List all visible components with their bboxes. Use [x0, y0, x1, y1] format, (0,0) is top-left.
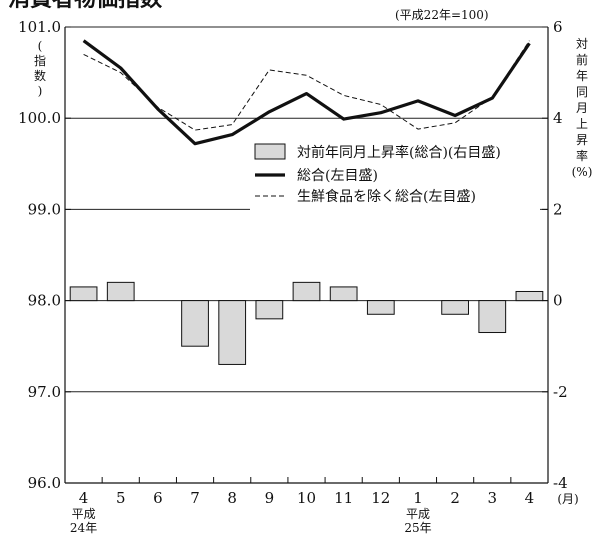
- left-tick-label: 98.0: [28, 292, 61, 310]
- bar: [478, 300, 507, 334]
- right-tick-label: -2: [553, 383, 568, 401]
- right-axis-title: 月: [576, 101, 588, 115]
- right-axis-title: 率: [576, 148, 588, 163]
- line-core-core: [83, 40, 530, 131]
- right-axis-title: 上: [576, 117, 588, 131]
- x-tick-label: 7: [190, 489, 200, 507]
- legend-label: 対前年同月上昇率(総合)(右目盛): [297, 144, 501, 161]
- x-tick-label: 1: [413, 489, 423, 507]
- legend-label: 総合(左目盛): [297, 168, 378, 184]
- bar: [441, 300, 469, 315]
- right-axis: -4 -2 0 2 4 6: [542, 18, 568, 492]
- left-tick-label: 96.0: [28, 474, 61, 492]
- right-axis-title: 同: [576, 85, 588, 99]
- axis-labels: (指数) 対前年同月上昇率 (%): [34, 37, 592, 179]
- x-tick-label: 8: [227, 489, 237, 507]
- left-tick-label: 101.0: [18, 18, 61, 36]
- left-axis: 96.0 97.0 98.0 99.0 100.0 101.0: [18, 18, 71, 492]
- left-axis-title: ): [38, 84, 43, 98]
- x-tick-label: 9: [265, 489, 275, 507]
- x-tick-label: 6: [153, 489, 163, 507]
- era-label: 平成: [72, 507, 96, 521]
- right-tick-label: 6: [553, 18, 563, 36]
- x-tick-label: 2: [450, 489, 460, 507]
- right-axis-title: 前: [576, 52, 588, 67]
- x-tick-label: 4: [79, 489, 89, 507]
- bar: [181, 300, 209, 347]
- x-tick-label: 10: [297, 489, 316, 507]
- left-axis-title: 指: [34, 53, 46, 68]
- bar: [515, 290, 544, 302]
- x-unit-label: (月): [557, 492, 578, 506]
- left-tick-label: 97.0: [28, 383, 61, 401]
- chart-title: 消費者物価指数: [8, 0, 163, 12]
- bar: [366, 300, 395, 315]
- right-tick-label: 0: [553, 292, 563, 310]
- right-tick-label: 2: [553, 200, 563, 218]
- era-label: 平成: [406, 507, 430, 521]
- legend-background: [250, 140, 540, 210]
- right-tick-label: 4: [553, 109, 563, 127]
- legend: 対前年同月上昇率(総合)(右目盛) 総合(左目盛) 生鮮食品を除く総合(左目盛): [250, 140, 540, 210]
- bar: [218, 300, 247, 365]
- line-series: [82, 39, 531, 146]
- right-axis-title: 対: [576, 37, 588, 51]
- line-overall: [82, 39, 531, 146]
- right-axis-title: 年: [576, 69, 588, 83]
- left-tick-label: 99.0: [28, 200, 61, 218]
- x-tick-label: 11: [334, 489, 353, 507]
- bar: [106, 281, 135, 302]
- bar: [329, 286, 358, 302]
- right-tick-label: -4: [553, 474, 568, 492]
- right-axis-title: 昇: [576, 133, 588, 147]
- legend-label: 生鮮食品を除く総合(左目盛): [297, 188, 476, 205]
- x-tick-label: 5: [116, 489, 126, 507]
- left-axis-title: 数: [34, 68, 46, 83]
- legend-swatch-bar: [254, 143, 286, 160]
- x-tick-label: 4: [525, 489, 535, 507]
- bar: [292, 281, 321, 302]
- bar: [69, 286, 98, 302]
- left-tick-label: 100.0: [18, 109, 61, 127]
- era-label: 25年: [404, 521, 431, 535]
- x-tick-label: 12: [371, 489, 390, 507]
- bar-series: [69, 281, 544, 365]
- x-tick-label: 3: [487, 489, 497, 507]
- bar: [255, 300, 284, 320]
- left-axis-title: (: [38, 39, 43, 53]
- era-label: 24年: [70, 521, 97, 535]
- base-year-note: (平成22年=100): [395, 8, 489, 22]
- right-axis-title: (%): [572, 165, 593, 179]
